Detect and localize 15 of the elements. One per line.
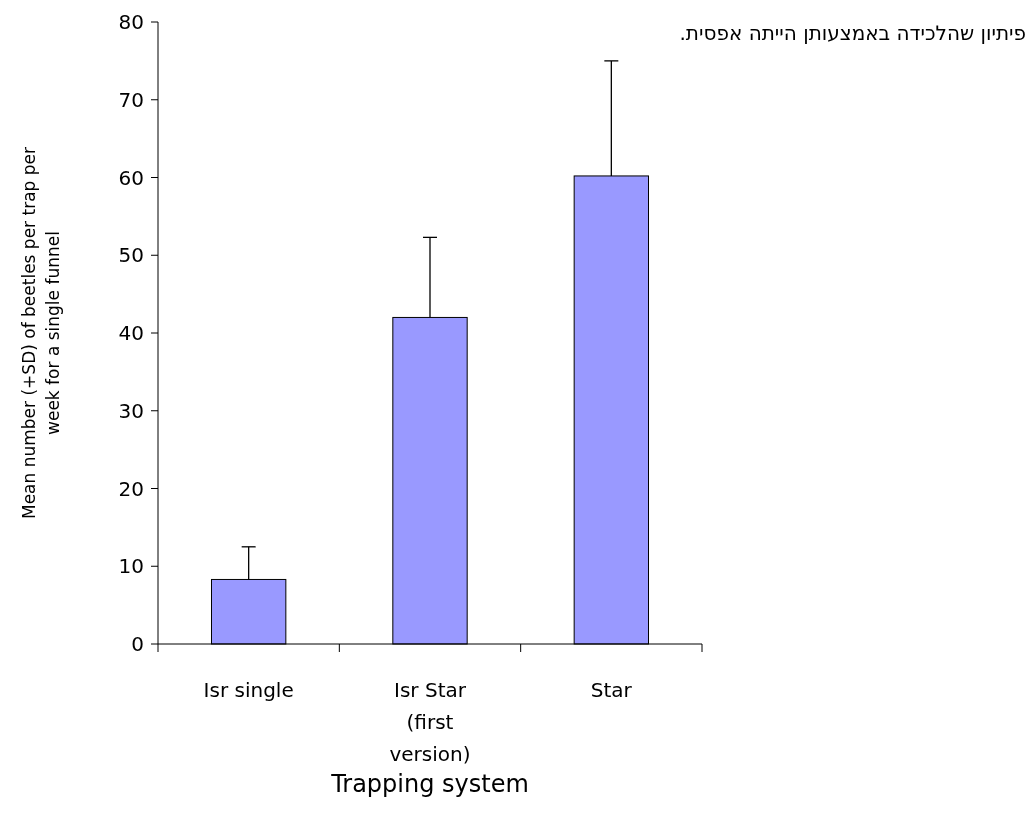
y-tick-label: 0 [131,632,144,656]
annotation: פיתיון שהלכידה באמצעותן הייתה אפסית. [679,21,1026,45]
y-tick-label: 50 [118,243,144,268]
y-tick-label: 60 [118,165,144,190]
y-tick-label: 40 [118,321,144,345]
x-tick-label: Star [590,678,633,702]
x-tick-label: Isr Star (first version) [389,678,471,766]
y-tick-label: 30 [118,398,144,423]
x-tick-label: Isr single [203,678,294,702]
x-axis-title: Trapping system [330,770,529,798]
y-axis-title: Mean number (+SD) of beetles per trap per week for a single funnel [19,146,63,520]
y-tick-label: 20 [118,476,144,501]
y-tick-label: 70 [118,87,144,112]
y-tick-label: 80 [118,10,144,34]
y-tick-label: 10 [118,554,144,579]
